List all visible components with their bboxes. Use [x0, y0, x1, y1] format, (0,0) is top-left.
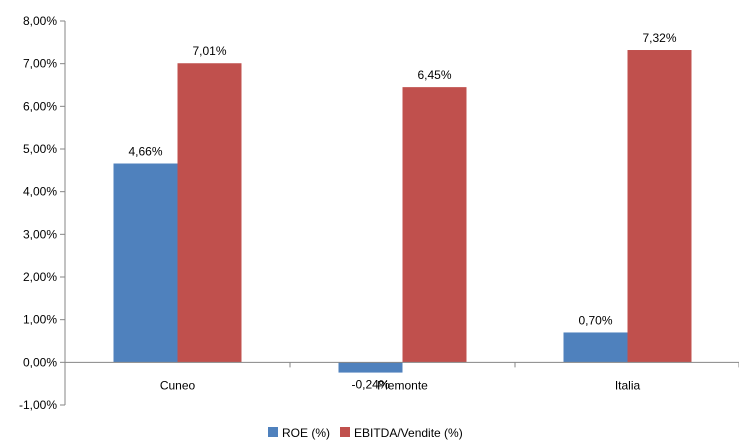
- bar: [402, 87, 467, 363]
- x-category-label: Piemonte: [377, 378, 428, 392]
- data-label: 6,45%: [417, 68, 451, 82]
- y-tick-label: 6,00%: [23, 99, 57, 113]
- bar: [627, 50, 692, 363]
- data-label: 7,01%: [192, 44, 226, 58]
- y-tick-label: 0,00%: [23, 355, 57, 369]
- y-tick-label: 8,00%: [23, 14, 57, 28]
- legend-swatch: [268, 427, 278, 437]
- y-tick-label: 4,00%: [23, 185, 57, 199]
- bar: [563, 332, 628, 363]
- legend-label: EBITDA/Vendite (%): [354, 426, 463, 440]
- bars: [113, 50, 692, 373]
- data-labels: 4,66% 7,01% -0,24% 6,45% 0,70% 7,32%: [128, 31, 676, 392]
- data-label: 4,66%: [128, 145, 162, 159]
- legend-label: ROE (%): [282, 426, 330, 440]
- y-tick-label: 5,00%: [23, 142, 57, 156]
- legend-swatch: [340, 427, 350, 437]
- x-category-label: Cuneo: [160, 378, 196, 392]
- x-category-label: Italia: [615, 378, 641, 392]
- bar: [338, 362, 403, 373]
- bar: [177, 63, 242, 363]
- y-tick-label: 1,00%: [23, 313, 57, 327]
- y-tick-label: -1,00%: [19, 398, 57, 412]
- y-tick-label: 3,00%: [23, 227, 57, 241]
- data-label: 7,32%: [642, 31, 676, 45]
- x-axis: Cuneo Piemonte Italia: [65, 361, 739, 392]
- bar: [113, 163, 178, 363]
- y-tick-label: 2,00%: [23, 270, 57, 284]
- y-tick-label: 7,00%: [23, 57, 57, 71]
- data-label: 0,70%: [578, 313, 612, 327]
- data-label: -0,24%: [351, 378, 389, 392]
- legend: ROE (%) EBITDA/Vendite (%): [268, 426, 463, 440]
- y-axis: -1,00% 0,00% 1,00% 2,00% 3,00% 4,00% 5,00% 6,00…: [19, 14, 66, 412]
